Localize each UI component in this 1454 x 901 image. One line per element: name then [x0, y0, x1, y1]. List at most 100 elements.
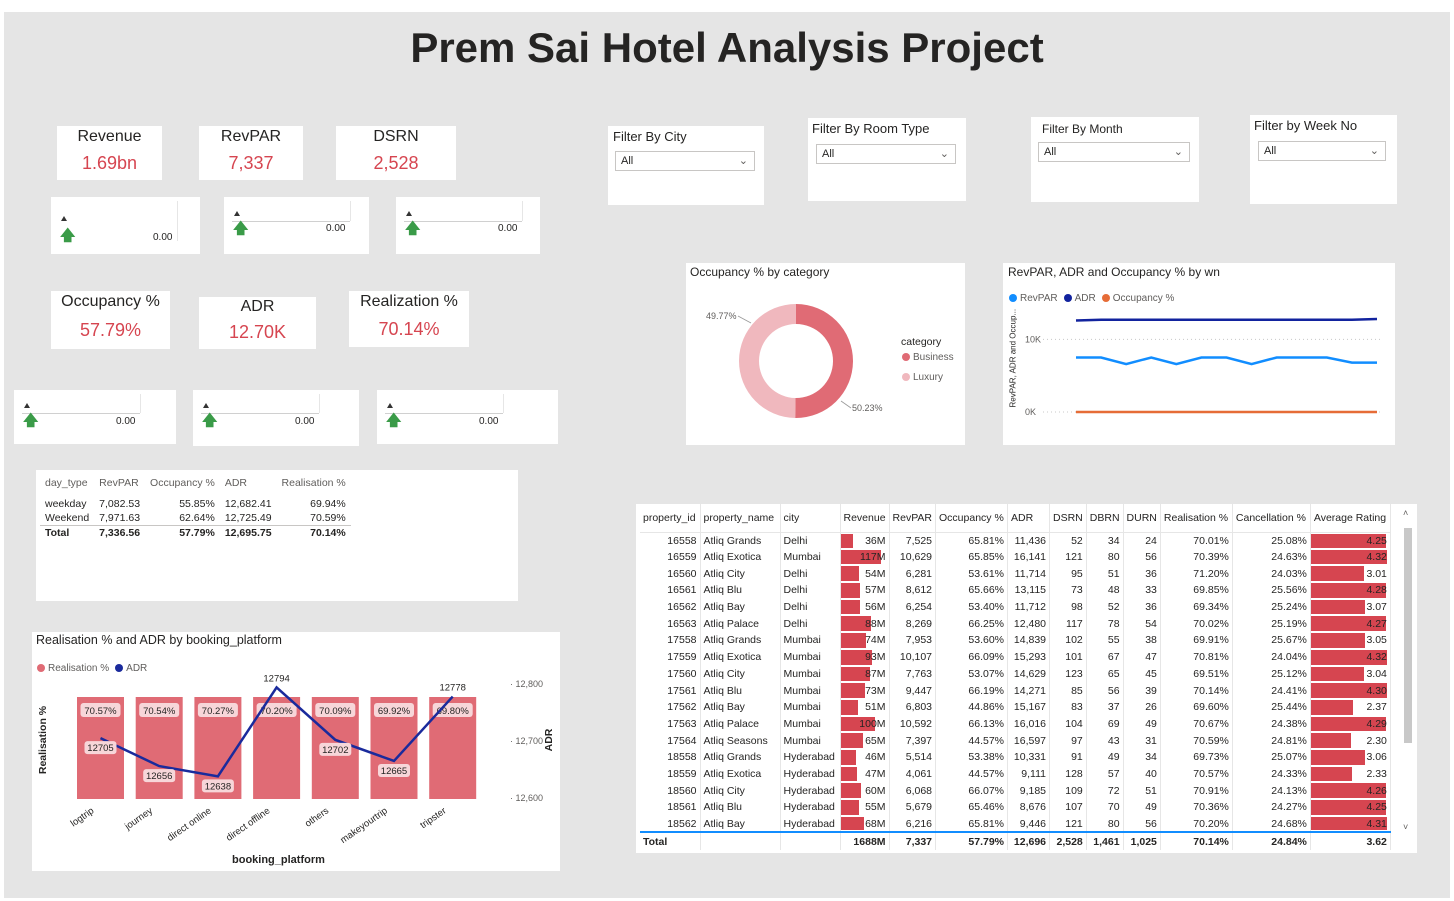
table-cell: 36: [1123, 598, 1161, 616]
table-cell: 18562: [640, 815, 701, 833]
table-row[interactable]: 18558 Atliq Grands Hyderabad 46M 5,514 53.38%…: [640, 748, 1391, 766]
column-header[interactable]: DSRN: [1049, 504, 1087, 533]
column-header[interactable]: Realisation %: [1160, 504, 1233, 533]
table-cell: 102: [1049, 632, 1087, 649]
legend-item-realisation[interactable]: Realisation %: [37, 663, 109, 674]
kpi-adr-card[interactable]: ADR 12.70K: [199, 297, 316, 349]
column-header[interactable]: Cancellation %: [1232, 504, 1311, 533]
column-header[interactable]: Occupancy %: [150, 477, 215, 489]
column-header[interactable]: Occupancy %: [935, 504, 1009, 533]
x-tick-label: direct offline: [224, 805, 272, 843]
kpi-realization-trend-card[interactable]: 🡅 0.00: [377, 390, 558, 444]
table-row[interactable]: 18561 Atliq Blu Hyderabad 55M 5,679 65.46% 8,6…: [640, 799, 1391, 816]
table-row[interactable]: 17558 Atliq Grands Mumbai 74M 7,953 53.60% 14,…: [640, 632, 1391, 649]
column-header[interactable]: ADR: [224, 477, 247, 489]
scroll-down-icon[interactable]: ˅: [1403, 822, 1409, 832]
up-arrow-icon: 🡅: [405, 220, 421, 237]
column-header[interactable]: property_id: [640, 504, 701, 533]
chart-legend: RevPAR ADR Occupancy %: [1009, 288, 1180, 306]
table-scrollbar-thumb[interactable]: [1404, 528, 1412, 743]
legend-item-adr[interactable]: ADR: [115, 663, 147, 674]
table-cell: 74M: [840, 632, 890, 649]
table-cell: 17558: [640, 632, 701, 649]
realisation-adr-by-platform-chart[interactable]: Realisation % and ADR by booking_platfor…: [32, 632, 560, 871]
table-row[interactable]: 16562 Atliq Bay Delhi 56M 6,254 53.40% 11,712 9…: [640, 598, 1391, 616]
table-cell: 9,111: [1007, 765, 1051, 783]
column-header[interactable]: Revenue: [840, 504, 890, 533]
rating-databar: [1310, 783, 1386, 798]
table-cell: 104: [1049, 715, 1087, 733]
room-type-dropdown[interactable]: All ⌄: [816, 144, 956, 164]
column-header[interactable]: ADR: [1007, 504, 1051, 533]
table-row[interactable]: 16558 Atliq Grands Delhi 36M 7,525 65.81% 11,4…: [640, 532, 1391, 549]
table-row[interactable]: 16560 Atliq City Delhi 54M 6,281 53.61% 11,714…: [640, 565, 1391, 583]
legend-item-business[interactable]: Business: [902, 352, 954, 363]
legend-item-occupancy[interactable]: Occupancy %: [1101, 293, 1174, 304]
column-header[interactable]: Realisation %: [281, 477, 346, 489]
column-header[interactable]: RevPAR: [99, 477, 139, 489]
kpi-dsrn-card[interactable]: DSRN 2,528: [336, 126, 456, 180]
column-header[interactable]: DBRN: [1086, 504, 1124, 533]
line-series-revpar[interactable]: [1076, 356, 1377, 366]
kpi-realization-card[interactable]: Realization % 70.14%: [349, 291, 469, 347]
table-row[interactable]: 16563 Atliq Palace Delhi 88M 8,269 66.25% 12,4…: [640, 615, 1391, 633]
table-cell: 4.31: [1310, 815, 1391, 833]
table-cell: 16561: [640, 582, 701, 599]
legend-item-luxury[interactable]: Luxury: [902, 372, 943, 383]
table-cell: 10,331: [1007, 748, 1051, 766]
table-row[interactable]: 17562 Atliq Bay Mumbai 51M 6,803 44.86% 15,167…: [640, 698, 1391, 716]
column-header[interactable]: day_type: [45, 477, 88, 489]
occupancy-by-category-chart[interactable]: Occupancy % by category 50.23% 49.77% cat…: [686, 263, 965, 445]
table-total-row: Total 7,336.56 57.79% 12,695.75 70.14%: [40, 525, 351, 540]
column-header[interactable]: DURN: [1123, 504, 1161, 533]
table-row[interactable]: 18560 Atliq City Hyderabad 60M 6,068 66.07% 9,…: [640, 782, 1391, 799]
kpi-dsrn-trend-card[interactable]: 🡅 0.00: [396, 197, 540, 254]
table-row[interactable]: 17561 Atliq Blu Mumbai 73M 9,447 66.19% 14,271…: [640, 682, 1391, 699]
table-cell: 66.19%: [935, 682, 1009, 699]
trend-marker-icon: [234, 211, 240, 216]
column-header[interactable]: Average Rating: [1310, 504, 1391, 533]
legend-item-revpar[interactable]: RevPAR: [1009, 293, 1058, 304]
adr-line[interactable]: [99, 685, 454, 778]
kpi-revenue-trend-card[interactable]: 🡅 0.00: [51, 197, 200, 254]
table-row[interactable]: 18562 Atliq Bay Hyderabad 68M 6,216 65.81% 9,4…: [640, 815, 1391, 833]
kpi-label: Revenue: [77, 128, 142, 145]
kpi-revpar-trend-card[interactable]: 🡅 0.00: [224, 197, 369, 254]
kpi-occupancy-trend-card[interactable]: 🡅 0.00: [14, 390, 176, 444]
line-series-adr[interactable]: [1075, 317, 1378, 322]
kpi-revpar-card[interactable]: RevPAR 7,337: [199, 126, 303, 180]
city-dropdown[interactable]: All ⌄: [615, 151, 755, 171]
table-cell: 9,447: [889, 682, 937, 699]
table-row[interactable]: 17559 Atliq Exotica Mumbai 93M 10,107 66.09% 1…: [640, 648, 1391, 666]
table-row[interactable]: 17564 Atliq Seasons Mumbai 65M 7,397 44.57% 16…: [640, 732, 1391, 749]
table-row[interactable]: 17563 Atliq Palace Mumbai 100M 10,592 66.13% 1…: [640, 715, 1391, 733]
column-header[interactable]: RevPAR: [889, 504, 937, 533]
table-row[interactable]: 17560 Atliq City Mumbai 87M 7,763 53.07% 14,62…: [640, 665, 1391, 683]
table-cell: 33: [1123, 582, 1161, 599]
kpi-revenue-card[interactable]: Revenue 1.69bn: [57, 126, 162, 180]
week-dropdown[interactable]: All ⌄: [1258, 141, 1386, 161]
dropdown-value: All: [621, 155, 634, 167]
legend-item-adr[interactable]: ADR: [1063, 293, 1096, 304]
table-row[interactable]: 16561 Atliq Blu Delhi 57M 8,612 65.66% 13,115 7…: [640, 582, 1391, 599]
column-header[interactable]: property_name: [700, 504, 781, 533]
kpi-adr-trend-card[interactable]: 🡅 0.00: [193, 390, 359, 446]
table-cell: 52: [1049, 532, 1087, 549]
table-cell: [780, 831, 841, 851]
month-dropdown[interactable]: All ⌄: [1038, 142, 1190, 162]
kpi-occupancy-card[interactable]: Occupancy % 57.79%: [51, 291, 170, 349]
scroll-up-icon[interactable]: ˄: [1403, 508, 1409, 518]
revenue-databar: [840, 800, 860, 815]
rating-databar: [1310, 566, 1364, 582]
cell-value: 3.05: [1366, 634, 1387, 647]
table-cell: 65: [1086, 665, 1124, 683]
table-row[interactable]: 16559 Atliq Exotica Mumbai 117M 10,629 65.85%…: [640, 548, 1391, 566]
column-header[interactable]: city: [780, 504, 841, 533]
donut-slice-business[interactable]: [795, 304, 853, 418]
table-cell: 40: [1123, 765, 1161, 783]
table-cell: Hyderabad: [780, 748, 841, 766]
revpar-adr-occupancy-chart[interactable]: RevPAR, ADR and Occupancy % by wn RevPAR…: [1003, 263, 1395, 445]
table-row[interactable]: 18559 Atliq Exotica Hyderabad 47M 4,061 44.57…: [640, 765, 1391, 783]
donut-slice-luxury[interactable]: [738, 304, 796, 418]
table-cell: 70.57%: [1160, 765, 1233, 783]
